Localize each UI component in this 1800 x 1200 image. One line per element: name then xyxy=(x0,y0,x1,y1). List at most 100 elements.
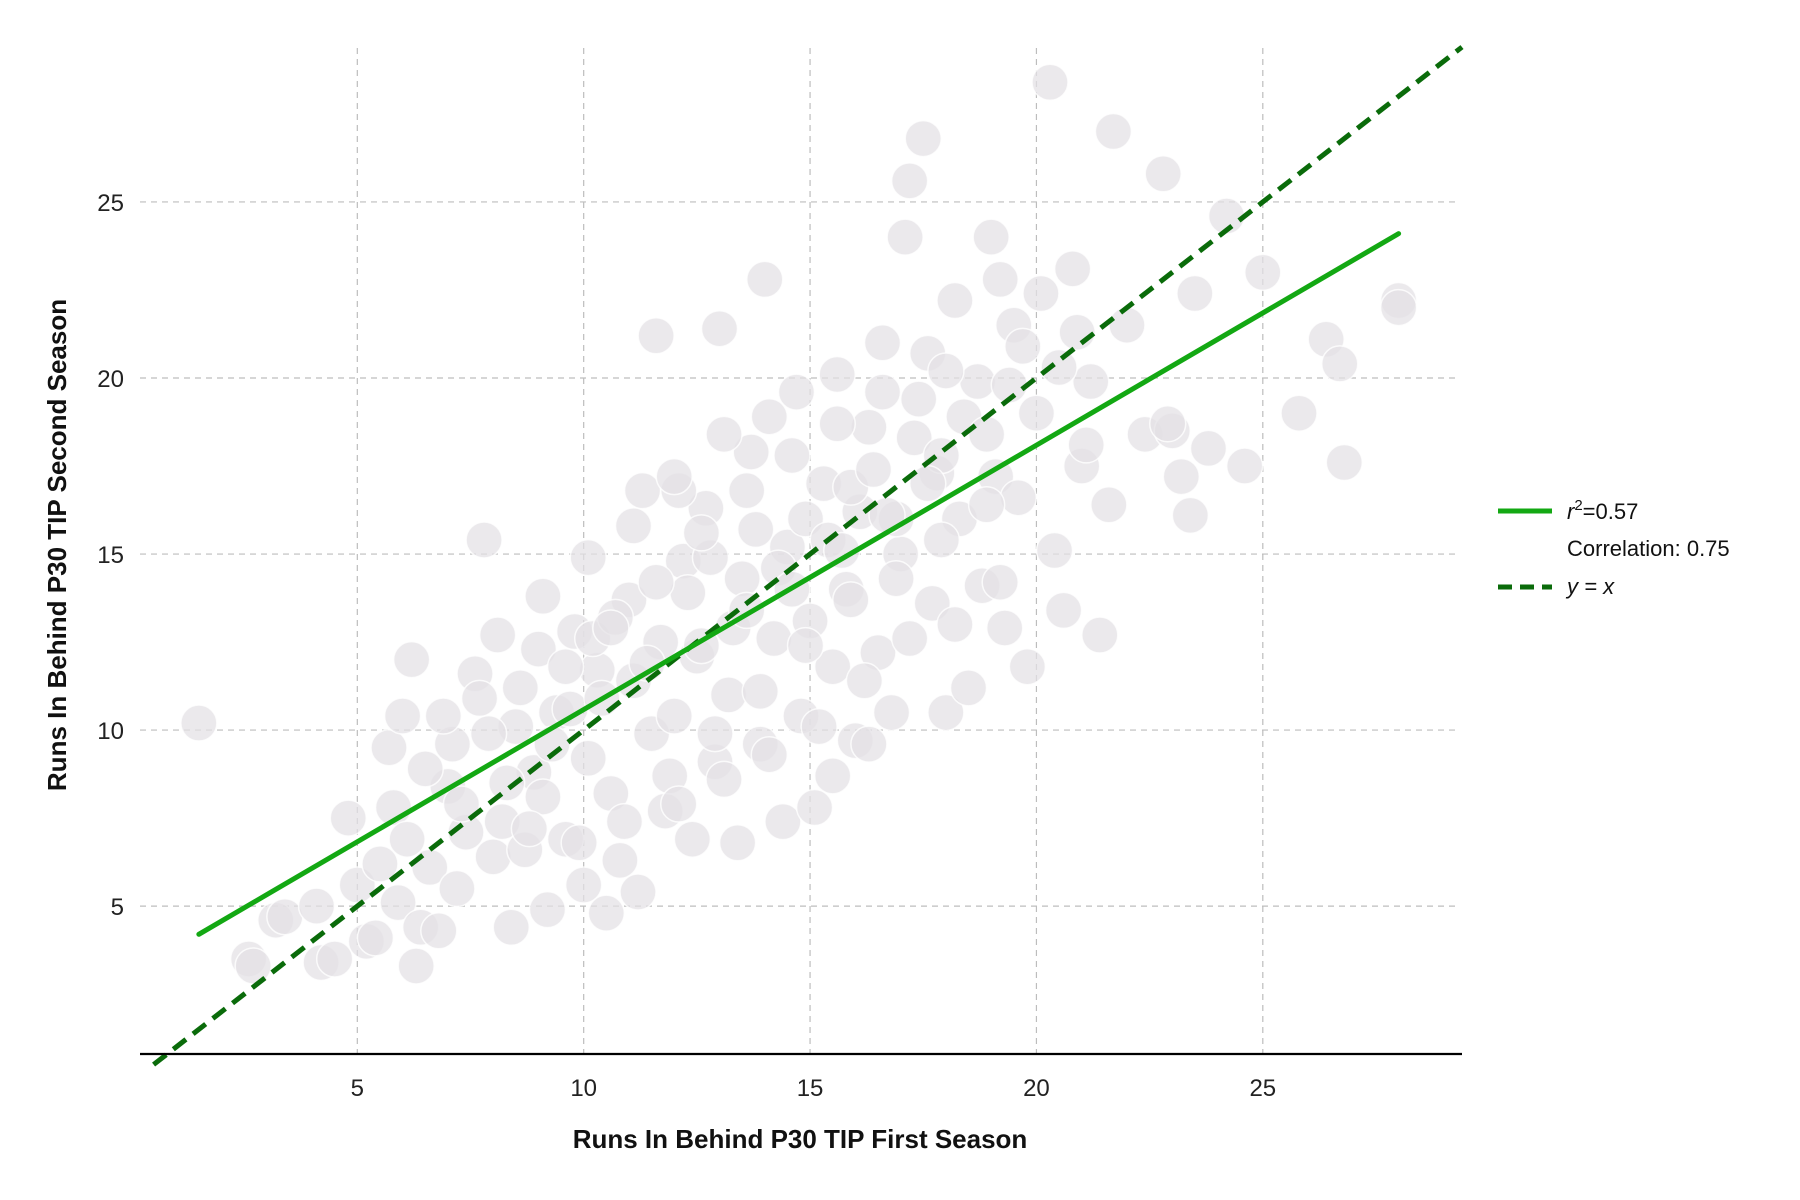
x-axis-title: Runs In Behind P30 TIP First Season xyxy=(573,1124,1028,1154)
scatter-point xyxy=(569,538,607,577)
regression-line xyxy=(196,231,1402,937)
scatter-point xyxy=(528,890,567,929)
scatter-point xyxy=(777,373,816,411)
scatter-point xyxy=(601,841,639,880)
scatter-point xyxy=(383,697,422,735)
x-tick-label: 25 xyxy=(1249,1075,1276,1102)
scatter-point xyxy=(524,778,562,816)
scatter-point xyxy=(872,693,911,732)
scatter-point xyxy=(465,521,503,559)
scatter-point xyxy=(746,260,784,299)
scatter-point xyxy=(813,647,852,686)
y-tick-label: 20 xyxy=(97,366,124,393)
scatter-point xyxy=(750,397,789,436)
x-tick-label: 5 xyxy=(351,1075,364,1102)
scatter-point xyxy=(524,577,562,616)
scatter-point xyxy=(1072,362,1110,401)
scatter-point xyxy=(1008,647,1047,686)
scatter-point xyxy=(1171,496,1210,535)
legend-r-value: =0.57 xyxy=(1583,499,1639,524)
y-tick-label: 25 xyxy=(97,190,124,217)
y-axis-title: Runs In Behind P30 TIP Second Season xyxy=(42,299,72,791)
scatter-point xyxy=(519,630,558,668)
scatter-point xyxy=(927,352,965,390)
scatter-point xyxy=(958,362,997,401)
scatter-point xyxy=(863,373,902,411)
scatter-point xyxy=(750,735,789,774)
legend-identity-label: y = x xyxy=(1565,574,1615,599)
scatter-point xyxy=(1004,327,1042,366)
points-layer xyxy=(180,63,1418,985)
scatter-point xyxy=(660,785,698,823)
scatter-point xyxy=(392,640,431,679)
scatter-point xyxy=(863,324,902,362)
scatter-point xyxy=(922,521,961,559)
scatter-point xyxy=(1162,457,1201,496)
scatter-point xyxy=(949,669,988,707)
scatter-point xyxy=(637,563,675,601)
scatter-point xyxy=(510,809,549,848)
legend-r-squared: r2=0.57 xyxy=(1567,497,1638,524)
scatter-point xyxy=(899,380,938,418)
scatter-point xyxy=(1189,429,1228,468)
scatter-point xyxy=(564,866,603,904)
y-tick-label: 5 xyxy=(111,894,124,921)
x-tick-label: 10 xyxy=(570,1075,597,1102)
scatter-point xyxy=(1031,63,1069,101)
scatter-point xyxy=(655,457,693,496)
scatter-point xyxy=(655,697,693,735)
scatter-point xyxy=(406,750,444,788)
scatter-point xyxy=(736,510,775,549)
scatter-point xyxy=(420,912,458,950)
scatter-point xyxy=(1108,306,1146,344)
scatter-point xyxy=(895,419,933,457)
scatter-point xyxy=(1035,531,1074,570)
scatter-point xyxy=(1067,426,1105,464)
lines-layer xyxy=(152,45,1464,1067)
scatter-point xyxy=(999,478,1038,517)
scatter-point xyxy=(460,679,499,718)
scatter-point xyxy=(669,574,707,612)
scatter-point xyxy=(424,697,463,735)
scatter-point xyxy=(438,869,476,908)
scatter-point xyxy=(985,609,1024,647)
scatter-point xyxy=(904,119,942,158)
scatter-point xyxy=(356,919,395,957)
scatter-point xyxy=(266,897,304,936)
scatter-point xyxy=(732,433,770,471)
scatter-point xyxy=(818,405,856,443)
scatter-point xyxy=(696,714,734,753)
legend-correlation: Correlation: 0.75 xyxy=(1567,536,1730,561)
scatter-point xyxy=(1225,447,1264,485)
scatter-point xyxy=(1379,288,1418,327)
scatter-point xyxy=(637,317,675,355)
scatter-point xyxy=(361,845,399,883)
scatter-point xyxy=(592,609,630,647)
scatter-point xyxy=(936,605,974,644)
scatter-point xyxy=(605,802,644,841)
scatter-point xyxy=(569,739,607,777)
scatter-point xyxy=(1044,591,1083,630)
scatter-point xyxy=(741,672,780,711)
scatter-point xyxy=(1053,250,1092,288)
scatter-point xyxy=(1022,274,1060,313)
scatter-point xyxy=(705,415,743,454)
scatter-point xyxy=(705,760,743,799)
scatter-point xyxy=(329,799,368,837)
scatter-point xyxy=(623,471,662,510)
scatter-point xyxy=(614,507,653,545)
scatter-point xyxy=(673,820,712,858)
scatter-point xyxy=(832,581,870,619)
scatter-point xyxy=(764,802,802,841)
scatter-point xyxy=(1325,443,1364,482)
scatter-point xyxy=(315,940,354,978)
scatter-point xyxy=(813,757,852,795)
scatter-point xyxy=(1040,348,1078,387)
scatter-point xyxy=(501,669,540,707)
legend: r2=0.57 Correlation: 0.75 y = x xyxy=(1498,497,1730,599)
scatter-point xyxy=(850,725,888,763)
scatter-point xyxy=(469,714,508,753)
scatter-point xyxy=(718,824,757,862)
